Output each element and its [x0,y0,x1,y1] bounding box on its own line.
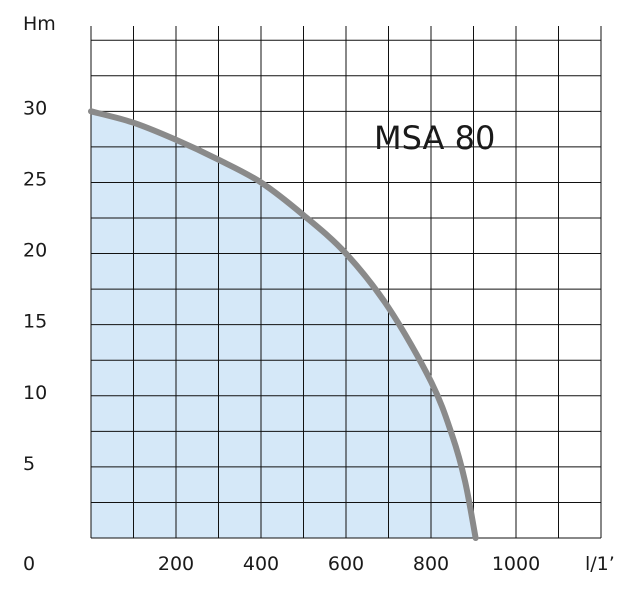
x-axis-label: l/1’ [585,553,615,575]
y-tick-labels: 5 10 15 20 25 30 [23,97,47,475]
x-tick-labels: 200 400 600 800 1000 [158,553,540,575]
x-tick-label: 1000 [492,553,540,575]
origin-label: 0 [23,553,35,575]
y-tick-label: 25 [23,168,47,190]
chart-title: MSA 80 [374,119,495,157]
y-tick-label: 5 [23,453,35,475]
x-tick-label: 200 [158,553,194,575]
y-tick-label: 20 [23,240,47,262]
x-tick-label: 400 [243,553,279,575]
x-tick-label: 600 [328,553,364,575]
y-tick-label: 15 [23,311,47,333]
y-tick-label: 30 [23,97,47,119]
performance-curve [88,108,479,541]
y-axis-label: Hm [23,13,56,35]
x-tick-label: 800 [413,553,449,575]
y-tick-label: 10 [23,382,47,404]
